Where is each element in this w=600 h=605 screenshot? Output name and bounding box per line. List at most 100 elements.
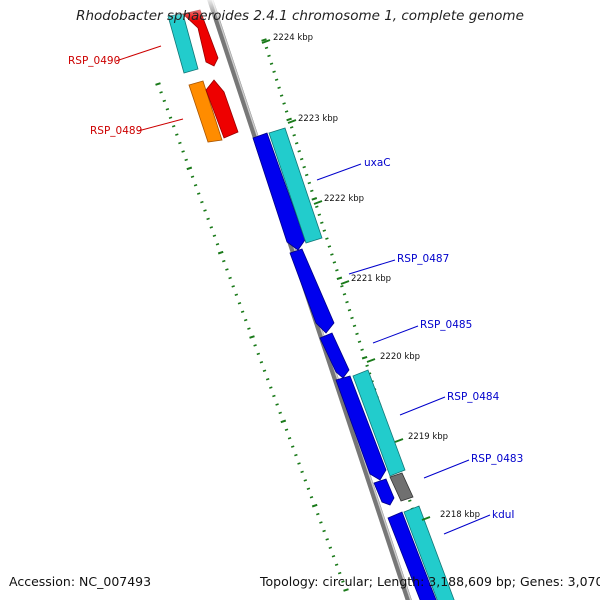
- outer-ruler-dash: [181, 150, 185, 153]
- inner-ruler-dash: [286, 117, 292, 122]
- inner-ruler-dash: [336, 276, 343, 281]
- gene-label-rsp-0484[interactable]: RSP_0484: [447, 391, 500, 403]
- inner-ruler-dash: [330, 253, 334, 256]
- gene-leaders: [115, 45, 491, 535]
- map-title: Rhodobacter sphaeroides 2.4.1 chromosome…: [76, 8, 524, 24]
- inner-ruler-dash: [355, 332, 359, 336]
- rsp-0483-features[interactable]: [373, 472, 414, 506]
- tick-label-2219: 2219 kbp: [408, 432, 448, 442]
- tick-label-2224: 2224 kbp: [273, 33, 313, 43]
- gene-label-rsp-0485[interactable]: RSP_0485: [420, 319, 472, 331]
- gene-label-uxac[interactable]: uxaC: [364, 157, 391, 169]
- outer-ruler-dash: [178, 141, 182, 145]
- rsp-0489-features[interactable]: [188, 79, 239, 143]
- uxac-gene-bar[interactable]: [268, 127, 323, 244]
- length-value: 3,188,609 bp: [428, 574, 512, 589]
- outer-ruler-dash: [200, 200, 204, 204]
- kdui-gene-bar[interactable]: [403, 505, 457, 605]
- outer-ruler-dash: [272, 394, 276, 398]
- outer-ruler-dash: [228, 276, 232, 280]
- tick-2220-mark: [366, 358, 376, 363]
- inner-ruler-dash: [264, 46, 269, 50]
- rsp-0484-cds-arrow[interactable]: [335, 375, 387, 481]
- rsp-0485-cds-arrow[interactable]: [319, 332, 350, 379]
- inner-ruler-dash: [272, 70, 276, 74]
- tick-2222-mark: [313, 200, 323, 205]
- outer-ruler-dash: [240, 310, 245, 313]
- gene-label-rsp-0490[interactable]: RSP_0490: [68, 55, 120, 67]
- kdui-cds-arrow[interactable]: [387, 511, 439, 605]
- outer-ruler-dash: [337, 571, 342, 575]
- rsp-0489-cds-arrow[interactable]: [205, 79, 239, 139]
- rsp-0489-orf-bar[interactable]: [188, 80, 223, 143]
- outer-ruler-dash: [215, 242, 220, 246]
- rsp-0487-cds-arrow[interactable]: [289, 248, 335, 334]
- outer-ruler-dash: [262, 369, 267, 372]
- tick-2219-mark: [394, 438, 404, 443]
- inner-ruler-dash: [357, 340, 362, 344]
- gene-label-rsp-0483[interactable]: RSP_0483: [471, 453, 523, 465]
- outer-ruler-dash: [159, 91, 163, 94]
- gene-label-kdui[interactable]: kduI: [492, 509, 515, 521]
- gene-label-rsp-0489[interactable]: RSP_0489: [90, 125, 142, 137]
- outer-ruler-dash: [193, 183, 198, 187]
- outer-ruler-dash: [162, 99, 167, 103]
- rsp-0484-features[interactable]: [335, 369, 406, 481]
- outer-ruler-dash: [203, 209, 207, 212]
- outer-ruler-dash: [328, 546, 333, 550]
- tick-label-2218: 2218 kbp: [440, 510, 480, 520]
- inner-ruler-dash: [274, 78, 279, 81]
- outer-ruler-dash: [309, 495, 314, 499]
- rsp-0483-cds-arrow[interactable]: [373, 478, 395, 506]
- topology-label: Topology:: [260, 574, 319, 589]
- accession-label: Accession:: [9, 574, 76, 589]
- inner-ruler-dash: [310, 189, 314, 193]
- outer-ruler-dash: [331, 555, 336, 558]
- outer-ruler-dash: [222, 259, 226, 263]
- genome-summary: Topology: circular; Length: 3,188,609 bp…: [260, 574, 600, 589]
- outer-ruler-dash: [319, 521, 323, 524]
- outer-ruler-dash: [316, 512, 320, 516]
- inner-ruler-dash: [325, 237, 329, 240]
- outer-ruler-dash: [306, 487, 311, 491]
- outer-ruler-dash: [334, 563, 339, 566]
- outer-ruler-dash: [237, 302, 242, 305]
- outer-ruler-dash: [284, 428, 289, 432]
- tick-label-2223: 2223 kbp: [298, 114, 338, 124]
- outer-ruler-dash: [311, 503, 318, 508]
- outer-ruler-dash: [243, 318, 248, 322]
- outer-ruler-dash: [175, 133, 179, 136]
- outer-ruler-dash: [234, 293, 239, 297]
- outer-ruler-dash: [168, 116, 173, 119]
- tick-label-2221: 2221 kbp: [351, 274, 391, 284]
- outer-ruler-dash: [190, 175, 195, 179]
- leader-rsp-0485: [372, 325, 419, 344]
- accession-info: Accession: NC_007493: [9, 574, 151, 589]
- outer-ruler-dash: [343, 588, 349, 592]
- outer-ruler-dash: [217, 250, 224, 255]
- rsp-0484-gene-bar[interactable]: [352, 369, 406, 477]
- outer-ruler-dash: [322, 529, 326, 533]
- genes-value: 3,070: [567, 574, 600, 589]
- outer-ruler-dash: [297, 462, 301, 465]
- inner-ruler-dash: [261, 38, 267, 42]
- outer-ruler-dash: [303, 479, 308, 482]
- inner-ruler-dash: [342, 292, 347, 296]
- topology-value: circular: [322, 574, 369, 589]
- uxac-cds-arrow[interactable]: [252, 132, 306, 251]
- kdui-features[interactable]: [387, 505, 457, 605]
- uxac-features[interactable]: [252, 127, 323, 251]
- genes-label: Genes:: [519, 574, 564, 589]
- outer-ruler-dash: [294, 453, 298, 457]
- outer-ruler-dash: [280, 419, 287, 424]
- outer-ruler-dash: [290, 445, 295, 448]
- outer-ruler-dash: [247, 327, 251, 330]
- rsp-0483-other-bar[interactable]: [389, 472, 414, 502]
- inner-ruler-dash: [292, 134, 296, 137]
- gene-label-rsp-0487[interactable]: RSP_0487: [397, 253, 449, 265]
- inner-ruler-dash: [279, 94, 284, 97]
- tick-2218-mark: [421, 516, 431, 521]
- inner-ruler-dash: [299, 157, 304, 161]
- leader-uxac: [316, 163, 362, 181]
